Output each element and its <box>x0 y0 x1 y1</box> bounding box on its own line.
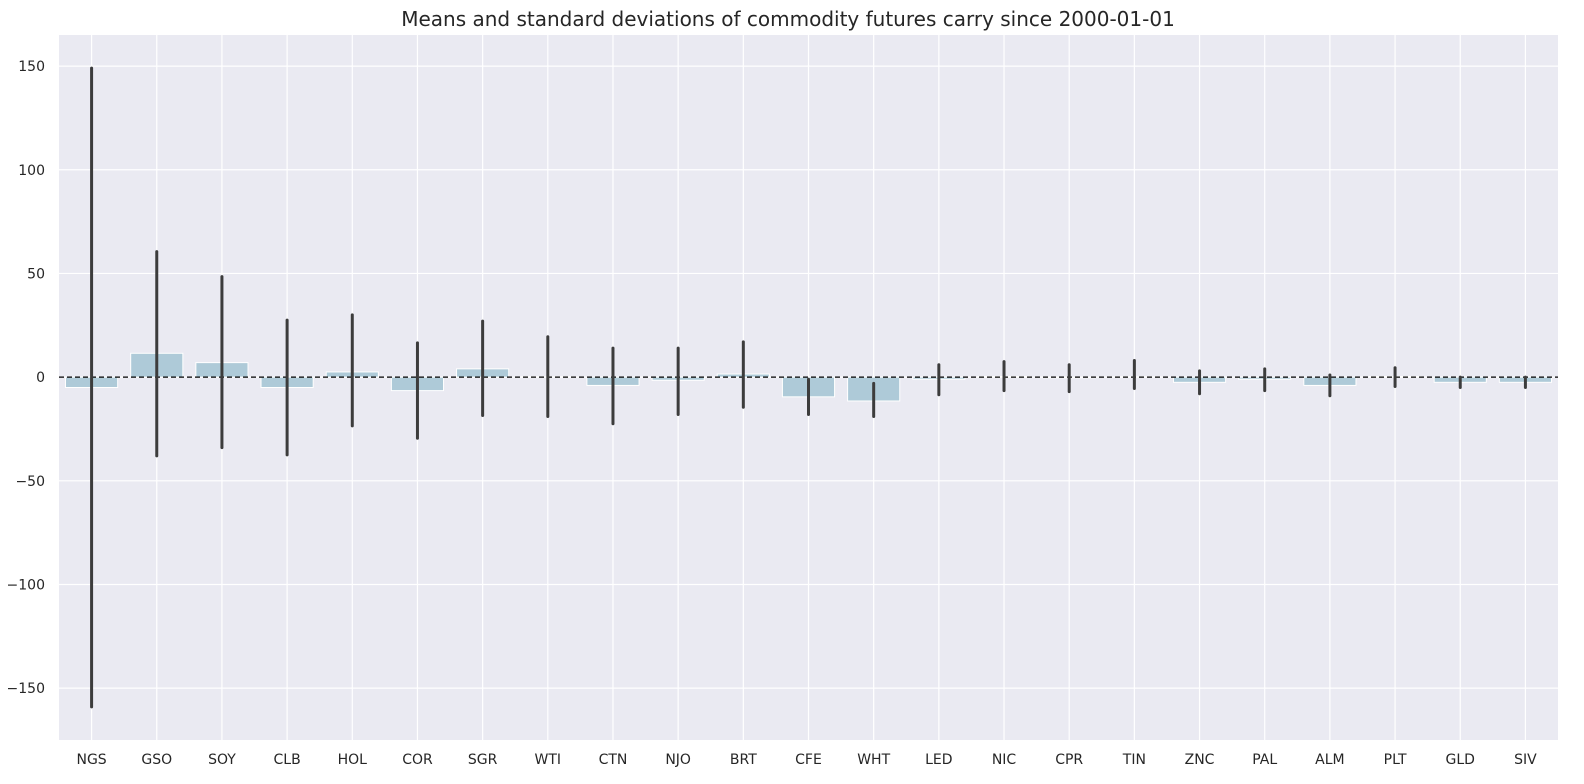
y-tick-label: 50 <box>27 266 45 282</box>
x-axis-ticks: NGS GSO SOY CLB HOL COR SGR WTI CTN NJO BRT CFE WHT L… <box>76 752 1537 768</box>
x-tick-label: NJO <box>665 752 691 768</box>
x-tick-label: HOL <box>338 752 368 768</box>
x-tick-label: CPR <box>1055 752 1083 768</box>
x-tick-label: TIN <box>1122 752 1146 768</box>
x-tick-label: BRT <box>730 752 757 768</box>
x-tick-label: PLT <box>1384 752 1407 768</box>
x-tick-label: SIV <box>1514 752 1537 768</box>
x-tick-label: NIC <box>992 752 1017 768</box>
chart-title: Means and standard deviations of commodi… <box>401 7 1175 31</box>
y-tick-label: −100 <box>7 577 45 593</box>
x-tick-label: CFE <box>795 752 822 768</box>
x-tick-label: GLD <box>1446 752 1475 768</box>
y-axis-ticks: −150 −100 −50 0 50 100 150 <box>7 59 45 697</box>
x-tick-label: SOY <box>208 752 236 768</box>
x-tick-label: WHT <box>857 752 890 768</box>
x-tick-label: COR <box>402 752 433 768</box>
y-tick-label: 0 <box>36 370 45 386</box>
error-bars <box>90 66 1527 709</box>
x-tick-label: CTN <box>599 752 628 768</box>
x-tick-label: ZNC <box>1185 752 1215 768</box>
y-tick-label: −150 <box>7 681 45 697</box>
y-tick-label: 150 <box>18 59 45 75</box>
x-tick-label: LED <box>925 752 952 768</box>
x-tick-label: PAL <box>1252 752 1277 768</box>
y-tick-label: −50 <box>15 474 45 490</box>
x-tick-label: GSO <box>141 752 172 768</box>
x-tick-label: CLB <box>274 752 301 768</box>
x-tick-label: ALM <box>1315 752 1344 768</box>
y-tick-label: 100 <box>18 163 45 179</box>
x-tick-label: WTI <box>535 752 562 768</box>
x-tick-label: NGS <box>76 752 106 768</box>
x-tick-label: SGR <box>468 752 498 768</box>
